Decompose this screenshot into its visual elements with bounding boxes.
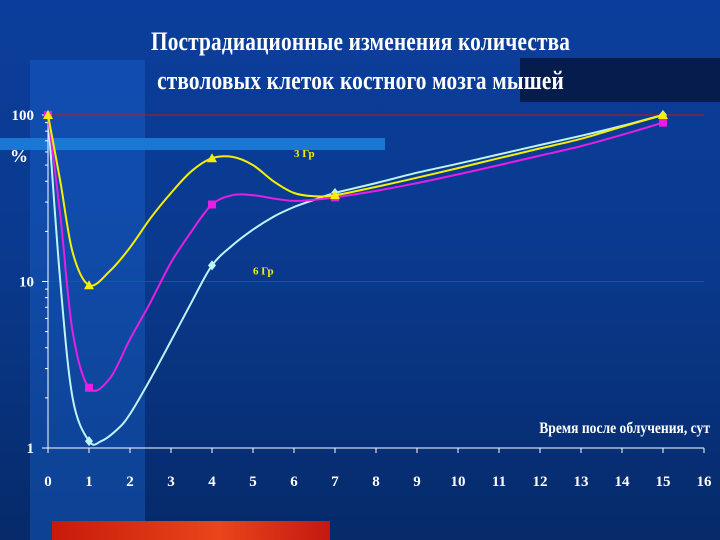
point-square <box>208 200 216 209</box>
point-diamond <box>85 436 93 447</box>
decor-light-bar <box>0 138 385 150</box>
y-tick-label: 10 <box>19 275 34 291</box>
x-tick-label: 5 <box>249 474 257 490</box>
point-triangle <box>43 110 53 119</box>
series-square <box>44 111 667 392</box>
decor-dark-band <box>520 58 720 102</box>
annotation-label: 6 Гр <box>253 266 274 278</box>
annotation-group: 3 Гр 6 Гр <box>253 148 315 278</box>
series-line-square <box>47 114 664 392</box>
x-tick-label: 16 <box>697 474 713 490</box>
point-triangle <box>330 190 340 200</box>
x-tick-label: 11 <box>492 474 506 490</box>
y-tick-label: 1 <box>27 441 35 457</box>
x-axis-title: Время после облучения, сут <box>539 420 710 437</box>
point-triangle <box>658 110 668 119</box>
annotation-label: 3 Гр <box>294 148 315 160</box>
point-diamond <box>208 260 216 271</box>
x-tick-label: 8 <box>372 474 380 490</box>
y-tick-label: 100 <box>12 108 35 124</box>
x-tick-label: 1 <box>85 474 93 490</box>
x-tick-label: 3 <box>167 474 175 490</box>
x-tick-label: 0 <box>44 474 52 490</box>
series-triangle <box>43 110 668 290</box>
point-square <box>659 118 667 127</box>
y-tick-group: 1 10 100 <box>12 108 48 457</box>
slide-title-line2: стволовых клеток костного мозга мышей <box>157 66 564 95</box>
slide-title-line1: Пострадиационные изменения количества <box>150 27 571 56</box>
x-tick-label: 7 <box>331 474 339 490</box>
x-tick-label: 2 <box>126 474 134 490</box>
x-tick-label: 13 <box>574 474 589 490</box>
x-tick-group: 0 1 2 3 4 5 6 7 8 9 10 11 12 13 14 15 16 <box>44 448 712 490</box>
point-triangle <box>84 280 94 290</box>
point-triangle <box>207 153 217 163</box>
y-axis-label: % <box>10 146 28 166</box>
x-tick-label: 6 <box>290 474 298 490</box>
series-diamond <box>44 110 667 447</box>
x-tick-label: 10 <box>451 474 466 490</box>
x-tick-label: 14 <box>615 474 631 490</box>
x-tick-label: 9 <box>413 474 421 490</box>
x-tick-label: 15 <box>656 474 671 490</box>
x-tick-label: 4 <box>208 474 216 490</box>
series-group <box>43 110 668 447</box>
decor-red-bar <box>52 521 330 540</box>
point-square <box>85 383 93 392</box>
series-line-diamond <box>47 114 664 446</box>
x-tick-label: 12 <box>533 474 548 490</box>
reference-lines <box>48 114 704 282</box>
series-line-triangle <box>47 114 664 287</box>
